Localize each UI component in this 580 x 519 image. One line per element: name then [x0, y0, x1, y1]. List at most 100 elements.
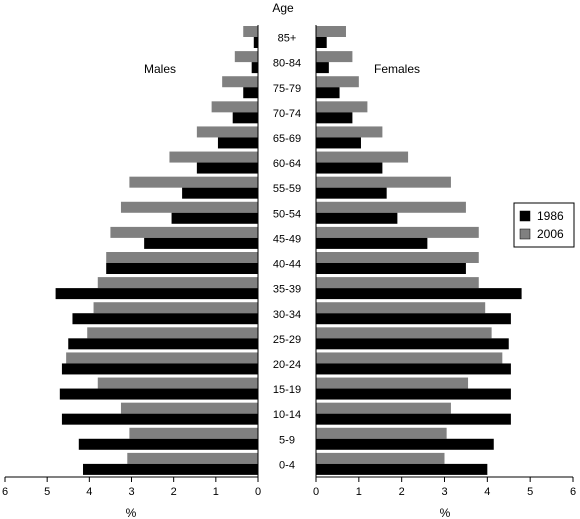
bar-females-1986-55-59 — [316, 187, 387, 199]
bar-females-1986-40-44 — [316, 263, 466, 274]
males-x-tick-label-6: 6 — [2, 486, 8, 498]
males-x-tick-label-5: 5 — [44, 486, 50, 498]
bar-males-2006-30-34 — [93, 302, 258, 314]
legend-label-1986: 1986 — [537, 209, 564, 223]
bar-females-2006-60-64 — [316, 151, 409, 163]
bar-females-1986-65-69 — [316, 137, 361, 149]
bar-females-1986-15-19 — [316, 388, 511, 400]
males-x-tick-label-2: 2 — [171, 486, 177, 498]
age-label-45-49: 45-49 — [273, 233, 301, 245]
age-label-30-34: 30-34 — [273, 309, 301, 321]
legend-label-2006: 2006 — [537, 227, 564, 241]
bar-males-2006-80-84 — [234, 51, 258, 63]
females-x-tick-label-1: 1 — [356, 486, 362, 498]
age-axis-title: Age — [272, 1, 294, 15]
age-label-40-44: 40-44 — [273, 259, 301, 271]
bar-females-2006-65-69 — [316, 126, 383, 138]
age-label-25-29: 25-29 — [273, 334, 301, 346]
bar-females-1986-45-49 — [316, 237, 428, 249]
males-x-tick-label-0: 0 — [255, 486, 261, 498]
bar-males-1986-85plus — [253, 37, 258, 48]
females-x-ticks: 0 1 2 3 4 5 6 — [313, 477, 576, 498]
bar-females-2006-85plus — [316, 26, 346, 37]
age-label-20-24: 20-24 — [273, 359, 301, 371]
age-label-10-14: 10-14 — [273, 409, 301, 421]
bar-females-1986-70-74 — [316, 112, 353, 124]
bar-females-2006-35-39 — [316, 277, 479, 289]
bar-females-2006-55-59 — [316, 176, 451, 188]
bar-females-1986-20-24 — [316, 363, 511, 375]
bar-males-2006-0-4 — [127, 452, 259, 464]
bar-males-1986-40-44 — [106, 263, 258, 274]
legend-swatch-2006 — [519, 228, 531, 240]
legend-swatch-1986 — [519, 210, 531, 222]
age-group-labels: 85+ 80-84 75-79 70-74 65-69 60-64 55-59 50-54 45… — [273, 33, 301, 472]
females-x-tick-label-4: 4 — [484, 486, 490, 498]
bar-males-2006-10-14 — [120, 402, 258, 414]
bar-females-1986-50-54 — [316, 212, 398, 224]
age-label-0-4: 0-4 — [279, 459, 295, 471]
males-x-tick-label-1: 1 — [213, 486, 219, 498]
age-label-75-79: 75-79 — [273, 83, 301, 95]
females-x-axis-label: % — [440, 506, 451, 519]
bar-females-2006-40-44 — [316, 252, 479, 263]
legend-box — [513, 202, 575, 248]
bar-females-1986-80-84 — [316, 62, 329, 74]
females-x-tick-label-3: 3 — [441, 486, 447, 498]
bar-males-2006-35-39 — [97, 277, 259, 289]
bar-males-1986-50-54 — [171, 212, 258, 224]
bar-males-2006-45-49 — [110, 226, 259, 238]
bar-males-1986-70-74 — [232, 112, 258, 124]
bar-females-2006-30-34 — [316, 302, 486, 314]
bar-males-1986-75-79 — [243, 87, 258, 99]
bar-males-2006-5-9 — [129, 427, 258, 439]
bar-males-2006-85plus — [243, 26, 258, 37]
bar-males-1986-15-19 — [59, 388, 258, 400]
bar-males-2006-70-74 — [211, 101, 258, 113]
bar-females-2006-15-19 — [316, 377, 469, 389]
age-label-65-69: 65-69 — [273, 133, 301, 145]
bar-males-2006-65-69 — [196, 126, 258, 138]
bar-females-1986-60-64 — [316, 162, 383, 174]
bar-males-2006-40-44 — [106, 252, 258, 263]
bar-males-1986-80-84 — [251, 62, 258, 74]
males-bars — [55, 26, 259, 475]
bar-females-1986-25-29 — [316, 338, 509, 350]
bar-males-1986-55-59 — [182, 187, 258, 199]
females-x-tick-label-6: 6 — [570, 486, 576, 498]
bar-males-2006-50-54 — [120, 201, 258, 213]
bar-males-1986-30-34 — [72, 313, 258, 325]
males-x-tick-label-4: 4 — [86, 486, 92, 498]
age-label-35-39: 35-39 — [273, 284, 301, 296]
bar-males-2006-60-64 — [169, 151, 258, 163]
bar-males-1986-65-69 — [217, 137, 258, 149]
bar-females-1986-5-9 — [316, 438, 494, 450]
bar-males-1986-60-64 — [196, 162, 258, 174]
bar-males-1986-35-39 — [55, 288, 258, 300]
bar-females-2006-5-9 — [316, 427, 447, 439]
bar-females-1986-10-14 — [316, 413, 511, 425]
females-x-tick-label-5: 5 — [527, 486, 533, 498]
age-label-15-19: 15-19 — [273, 384, 301, 396]
age-label-80-84: 80-84 — [273, 58, 301, 70]
bar-males-1986-5-9 — [78, 438, 259, 450]
bar-females-2006-25-29 — [316, 327, 492, 339]
bar-females-1986-85plus — [316, 37, 327, 48]
legend: 1986 2006 — [513, 202, 575, 248]
males-x-tick-label-3: 3 — [128, 486, 134, 498]
bar-females-2006-10-14 — [316, 402, 451, 414]
bar-females-2006-20-24 — [316, 352, 503, 364]
bar-males-2006-25-29 — [87, 327, 258, 339]
age-label-85plus: 85+ — [278, 33, 297, 45]
bar-females-2006-50-54 — [316, 201, 466, 213]
females-x-tick-label-0: 0 — [313, 486, 319, 498]
bar-females-2006-70-74 — [316, 101, 368, 113]
males-x-axis-label: % — [126, 506, 137, 519]
bar-males-1986-0-4 — [83, 463, 258, 475]
bar-males-2006-20-24 — [66, 352, 259, 364]
bar-females-1986-0-4 — [316, 463, 488, 475]
females-panel-label: Females — [374, 62, 420, 76]
age-label-70-74: 70-74 — [273, 108, 301, 120]
bar-females-1986-35-39 — [316, 288, 522, 300]
bar-females-2006-80-84 — [316, 51, 353, 63]
